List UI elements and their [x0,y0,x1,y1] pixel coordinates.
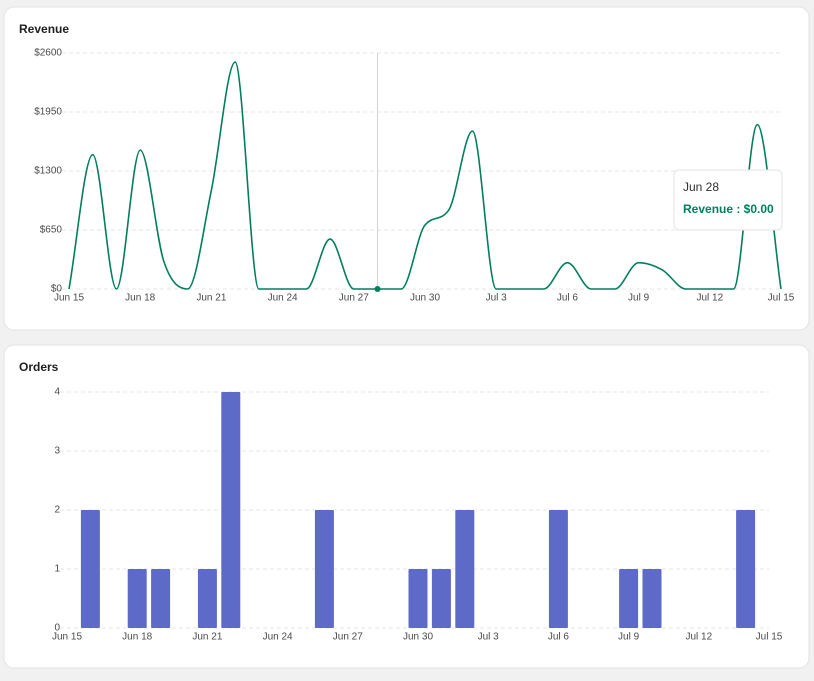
bar [619,569,639,628]
y-tick-label: $0 [51,284,63,295]
x-tick-label: Jun 30 [410,293,440,304]
x-tick-label: Jul 12 [685,632,712,643]
bar [314,510,334,628]
revenue-card [3,6,810,331]
bar [80,510,100,628]
bar [548,510,568,628]
tooltip-title: Jun 28 [683,180,719,194]
x-tick-label: Jun 15 [54,293,84,304]
revenue-line [68,61,782,290]
y-tick-label: $650 [40,225,63,236]
x-tick-label: Jul 9 [628,293,650,304]
x-tick-label: Jul 3 [486,293,508,304]
y-tick-label: 4 [54,387,60,398]
chart-title: Revenue [19,22,69,36]
x-tick-label: Jul 12 [696,293,723,304]
x-tick-label: Jul 6 [557,293,579,304]
bar [408,569,428,628]
x-tick-label: Jun 21 [192,632,222,643]
y-tick-label: 3 [54,446,60,457]
hover-point [374,286,381,292]
x-tick-label: Jul 6 [548,632,570,643]
y-tick-label: 1 [54,564,60,575]
tooltip-box [673,169,783,231]
tooltip: Jun 28 Revenue : $0.00 [673,169,783,231]
bar [221,392,241,628]
y-tick-label: $1950 [34,107,62,118]
bar [431,569,451,628]
x-tick-label: Jun 24 [268,293,298,304]
y-tick-label: 0 [54,623,60,634]
tooltip-text: Revenue : $0.00 [683,202,774,216]
x-tick-label: Jun 18 [125,293,155,304]
x-tick-label: Jul 3 [478,632,500,643]
bar [197,569,217,628]
bar [151,569,171,628]
x-tick-label: Jul 15 [768,293,795,304]
x-tick-label: Jun 27 [333,632,363,643]
bar [455,510,475,628]
x-tick-label: Jun 18 [122,632,152,643]
y-tick-label: 2 [54,505,60,516]
orders-card [3,344,810,669]
x-tick-label: Jul 9 [618,632,640,643]
x-tick-label: Jun 24 [263,632,293,643]
y-tick-label: $2600 [34,48,62,59]
bar [736,510,756,628]
x-tick-label: Jun 21 [196,293,226,304]
x-tick-label: Jun 30 [403,632,433,643]
x-tick-label: Jul 15 [756,632,783,643]
chart-title: Orders [19,360,59,374]
bar [127,569,147,628]
x-tick-label: Jun 27 [339,293,369,304]
bar [642,569,662,628]
y-tick-label: $1300 [34,166,62,177]
x-tick-label: Jun 15 [52,632,82,643]
